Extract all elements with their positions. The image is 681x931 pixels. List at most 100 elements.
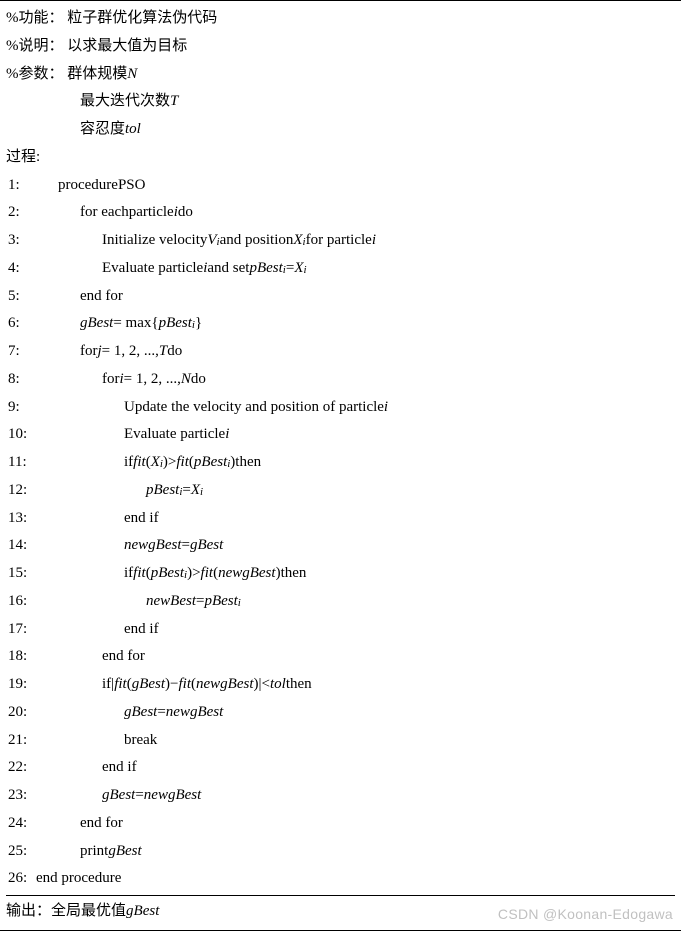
var-X: X (191, 477, 200, 505)
kw-endif: end if (102, 754, 137, 782)
var-N: N (181, 366, 191, 394)
sub-i: i (217, 232, 220, 252)
sub-i: i (179, 482, 182, 502)
sub-i: i (283, 260, 286, 280)
param1-pre: 群体规模 (67, 66, 127, 82)
code-line-19: 19:if |fit(gBest) − fit(newgBest)| < tol… (6, 671, 675, 699)
kw-if: if (124, 449, 133, 477)
param3-sym: tol (125, 121, 141, 137)
header-function: %功能： 粒子群优化算法伪代码 (6, 5, 675, 33)
func-value: 粒子群优化算法伪代码 (67, 10, 217, 26)
desc-value: 以求最大值为目标 (67, 38, 187, 54)
gt: > (192, 560, 200, 588)
minus: − (170, 671, 178, 699)
code-line-9: 9: Update the velocity and position of pa… (6, 394, 675, 422)
lineno: 10: (6, 421, 36, 449)
sub-i: i (192, 315, 195, 335)
kw-for: for each (80, 199, 129, 227)
eq: = (182, 477, 190, 505)
pseudocode-block: 1:procedure PSO 2:for each particle i do… (6, 172, 675, 894)
param1-sym: N (127, 66, 137, 82)
fit: fit (133, 560, 146, 588)
var-pBest: pBest (146, 477, 179, 505)
kw-endif: end if (124, 505, 159, 533)
header-description: %说明： 以求最大值为目标 (6, 33, 675, 61)
kw-then: then (281, 560, 307, 588)
fit: fit (179, 671, 192, 699)
lineno: 4: (6, 255, 36, 283)
lineno: 24: (6, 810, 36, 838)
var-i: i (384, 394, 388, 422)
lineno: 9: (6, 394, 36, 422)
code-line-18: 18:end for (6, 643, 675, 671)
var-X: X (293, 227, 302, 255)
code-line-22: 22: end if (6, 754, 675, 782)
lineno: 12: (6, 477, 36, 505)
proc-name: PSO (118, 172, 146, 200)
var-newgBest: newgBest (144, 782, 202, 810)
lineno: 22: (6, 754, 36, 782)
var-pBest: pBest (204, 588, 237, 616)
fit: fit (201, 560, 214, 588)
var-gBest: gBest (108, 838, 141, 866)
eq: = (135, 782, 143, 810)
header-param-1: %参数： 群体规模N (6, 61, 675, 89)
pseudocode-page: %功能： 粒子群优化算法伪代码 %说明： 以求最大值为目标 %参数： 群体规模N… (0, 0, 681, 931)
fit: fit (133, 449, 146, 477)
var-tol: tol (270, 671, 286, 699)
code-line-25: 25:print gBest (6, 838, 675, 866)
desc-label: %说明： (6, 38, 64, 54)
txt: Initialize velocity (102, 227, 207, 255)
lineno: 11: (6, 449, 36, 477)
kw-break: break (124, 727, 157, 755)
code-line-10: 10:Evaluate particle i (6, 421, 675, 449)
lineno: 15: (6, 560, 36, 588)
output-text: 全局最优值 (51, 903, 126, 919)
code-line-4: 4:Evaluate particle i and set pBesti = X… (6, 255, 675, 283)
gt: > (168, 449, 176, 477)
code-line-14: 14:newgBest = gBest (6, 532, 675, 560)
sub-i: i (238, 593, 241, 613)
kw-for: for (102, 366, 120, 394)
eq: = (182, 532, 190, 560)
code-line-2: 2:for each particle i do (6, 199, 675, 227)
var-newgBest: newgBest (218, 560, 276, 588)
kw-for: for (80, 338, 98, 366)
var-X: X (151, 449, 160, 477)
kw-endif: end if (124, 616, 159, 644)
code-line-7: 7:for j = 1, 2, ..., T do (6, 338, 675, 366)
txt: Evaluate particle (102, 255, 203, 283)
lineno: 18: (6, 643, 36, 671)
func-label: %功能： (6, 10, 64, 26)
lineno: 20: (6, 699, 36, 727)
var-X: X (294, 255, 303, 283)
eq: = (157, 699, 165, 727)
var-V: V (207, 227, 216, 255)
lineno: 26: (6, 865, 36, 893)
param3-pre: 容忍度 (80, 121, 125, 137)
lineno: 3: (6, 227, 36, 255)
lineno: 23: (6, 782, 36, 810)
lineno: 2: (6, 199, 36, 227)
code-line-3: 3:Initialize velocity Vi and position Xi… (6, 227, 675, 255)
var-pBest: pBest (194, 449, 227, 477)
output-label: 输出： (6, 903, 51, 919)
sub-i: i (227, 454, 230, 474)
sub-i: i (303, 260, 306, 280)
txt: Update the velocity and position of part… (124, 394, 384, 422)
kw-if: if (124, 560, 133, 588)
lineno: 16: (6, 588, 36, 616)
fit: fit (176, 449, 189, 477)
param-label: %参数： (6, 66, 64, 82)
txt: and set (207, 255, 249, 283)
param2-pre: 最大迭代次数 (80, 93, 170, 109)
code-line-8: 8:for i = 1, 2, ..., N do (6, 366, 675, 394)
var-newBest: newBest (146, 588, 196, 616)
fit: fit (114, 671, 127, 699)
kw-then: then (286, 671, 312, 699)
header-param-2: 最大迭代次数T (6, 88, 675, 116)
range: = 1, 2, ..., (124, 366, 181, 394)
kw-endfor: end for (80, 283, 123, 311)
var-pBest: pBest (249, 255, 282, 283)
var-newgBest: newgBest (196, 671, 254, 699)
